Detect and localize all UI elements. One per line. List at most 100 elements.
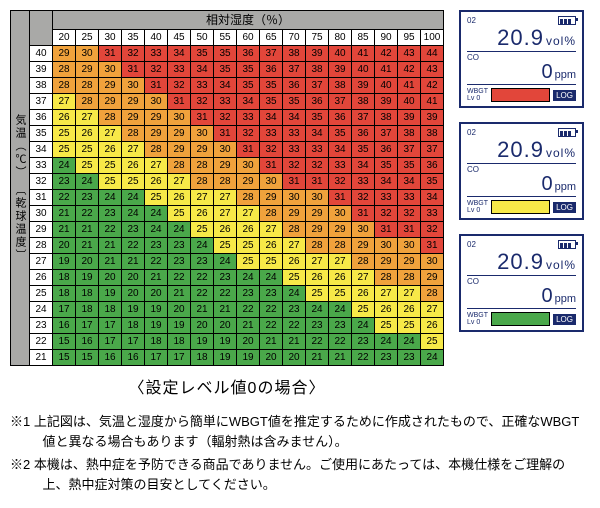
- heat-cell: 22: [53, 190, 76, 206]
- heat-cell: 28: [53, 78, 76, 94]
- heat-cell: 30: [214, 142, 237, 158]
- heat-cell: 34: [398, 174, 421, 190]
- heat-cell: 29: [122, 110, 145, 126]
- heat-cell: 35: [283, 94, 306, 110]
- heat-cell: 19: [99, 286, 122, 302]
- heat-cell: 32: [329, 174, 352, 190]
- heat-cell: 27: [76, 110, 99, 126]
- heat-cell: 28: [283, 222, 306, 238]
- heat-cell: 26: [145, 174, 168, 190]
- heat-cell: 23: [168, 254, 191, 270]
- heat-cell: 19: [191, 334, 214, 350]
- heat-cell: 26: [306, 270, 329, 286]
- heat-cell: 42: [421, 78, 444, 94]
- heat-cell: 29: [214, 158, 237, 174]
- row-head: 31: [30, 190, 53, 206]
- heat-cell: 28: [421, 286, 444, 302]
- heat-cell: 22: [283, 318, 306, 334]
- heat-cell: 29: [260, 190, 283, 206]
- heat-cell: 21: [99, 254, 122, 270]
- heat-cell: 35: [237, 78, 260, 94]
- heat-cell: 23: [260, 286, 283, 302]
- heat-cell: 29: [191, 142, 214, 158]
- heat-cell: 22: [76, 206, 99, 222]
- col-head: 85: [352, 30, 375, 46]
- heat-cell: 33: [214, 94, 237, 110]
- battery-icon: [558, 16, 576, 25]
- heat-cell: 25: [283, 270, 306, 286]
- row-head: 27: [30, 254, 53, 270]
- heat-cell: 21: [53, 222, 76, 238]
- heat-cell: 23: [237, 286, 260, 302]
- heat-cell: 27: [260, 222, 283, 238]
- heat-cell: 21: [329, 350, 352, 366]
- heat-cell: 24: [122, 206, 145, 222]
- heat-cell: 30: [168, 110, 191, 126]
- heat-cell: 24: [53, 158, 76, 174]
- wbgt-label: WBGTLv 0: [467, 88, 488, 102]
- heat-cell: 25: [145, 190, 168, 206]
- battery-icon: [558, 128, 576, 137]
- heat-cell: 26: [352, 286, 375, 302]
- heat-cell: 43: [421, 62, 444, 78]
- heat-cell: 20: [237, 334, 260, 350]
- heat-cell: 37: [283, 62, 306, 78]
- heat-cell: 34: [329, 142, 352, 158]
- heat-cell: 23: [53, 174, 76, 190]
- heat-cell: 21: [76, 238, 99, 254]
- heat-cell: 23: [76, 190, 99, 206]
- heat-cell: 27: [306, 254, 329, 270]
- heat-cell: 26: [375, 302, 398, 318]
- heat-cell: 18: [168, 334, 191, 350]
- heat-cell: 21: [237, 318, 260, 334]
- heat-cell: 32: [260, 142, 283, 158]
- heat-cell: 23: [191, 254, 214, 270]
- heat-cell: 23: [145, 238, 168, 254]
- heat-cell: 25: [76, 142, 99, 158]
- heat-cell: 38: [283, 46, 306, 62]
- heat-cell: 29: [122, 94, 145, 110]
- heat-cell: 37: [306, 78, 329, 94]
- heat-cell: 27: [421, 302, 444, 318]
- log-badge: LOG: [553, 314, 576, 325]
- heat-cell: 21: [145, 270, 168, 286]
- heat-cell: 31: [283, 174, 306, 190]
- heat-cell: 31: [191, 110, 214, 126]
- heat-cell: 20: [260, 350, 283, 366]
- o2-channel: 02: [467, 128, 476, 137]
- heat-cell: 25: [53, 126, 76, 142]
- heat-cell: 23: [398, 350, 421, 366]
- heat-cell: 19: [122, 302, 145, 318]
- heat-cell: 23: [99, 206, 122, 222]
- heat-cell: 42: [375, 46, 398, 62]
- heat-cell: 22: [260, 318, 283, 334]
- heat-cell: 20: [122, 286, 145, 302]
- heat-cell: 22: [214, 286, 237, 302]
- heat-cell: 27: [122, 142, 145, 158]
- heat-cell: 35: [329, 126, 352, 142]
- heat-cell: 26: [99, 142, 122, 158]
- heat-cell: 22: [168, 270, 191, 286]
- heat-cell: 30: [99, 62, 122, 78]
- heat-cell: 41: [352, 46, 375, 62]
- heat-cell: 32: [122, 46, 145, 62]
- col-head: 30: [99, 30, 122, 46]
- wbgt-bar: [491, 200, 550, 214]
- col-head: 75: [306, 30, 329, 46]
- heat-cell: 25: [191, 222, 214, 238]
- heat-cell: 20: [99, 270, 122, 286]
- heat-cell: 23: [306, 318, 329, 334]
- heat-cell: 28: [99, 110, 122, 126]
- col-head: 40: [145, 30, 168, 46]
- heat-cell: 37: [260, 46, 283, 62]
- heat-cell: 24: [260, 270, 283, 286]
- heat-cell: 32: [283, 158, 306, 174]
- o2-channel: 02: [467, 16, 476, 25]
- heat-cell: 32: [237, 126, 260, 142]
- heat-cell: 33: [260, 126, 283, 142]
- heat-cell: 35: [191, 46, 214, 62]
- col-head: 90: [375, 30, 398, 46]
- heat-cell: 39: [329, 62, 352, 78]
- heat-cell: 41: [398, 78, 421, 94]
- heat-cell: 28: [398, 270, 421, 286]
